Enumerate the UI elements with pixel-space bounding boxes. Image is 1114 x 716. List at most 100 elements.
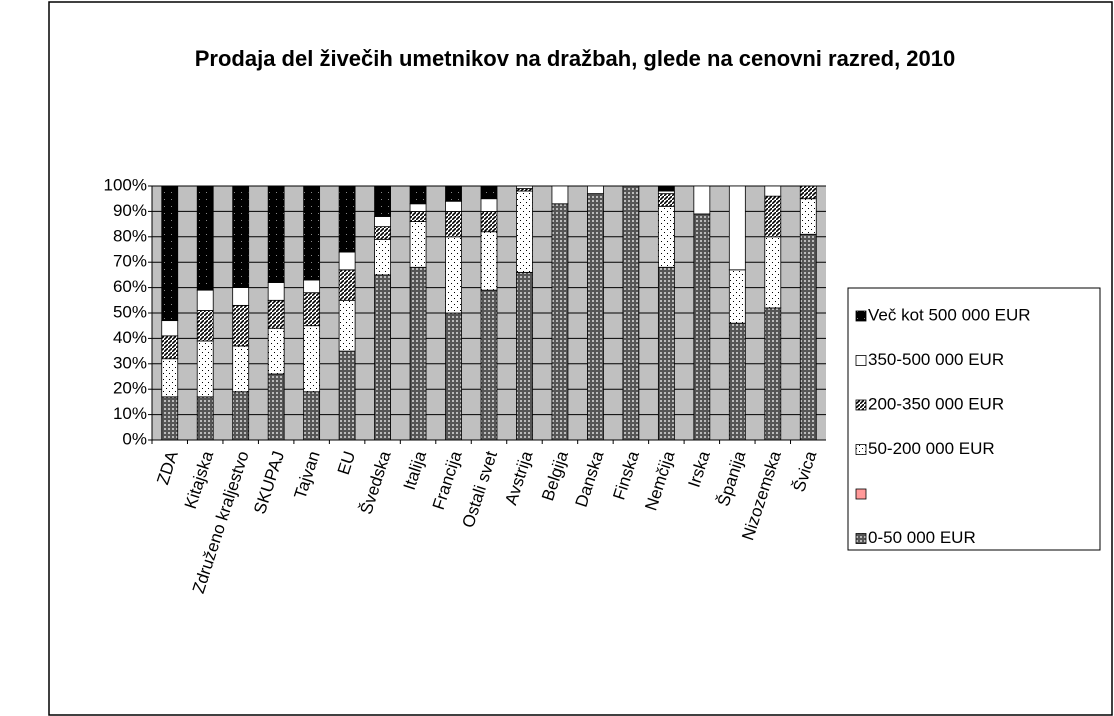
bar-segment — [409, 203, 427, 212]
y-tick-label: 50% — [113, 302, 147, 321]
bar-segment — [267, 327, 285, 375]
bar-segment — [196, 396, 214, 441]
bar-segment — [196, 310, 214, 342]
bar-segment — [445, 236, 462, 314]
bar-segment — [374, 216, 391, 228]
bar-segment — [232, 304, 250, 347]
y-tick-label: 90% — [113, 201, 147, 220]
legend-label: Več kot 500 000 EUR — [868, 305, 1031, 324]
bar-segment — [764, 185, 782, 197]
bar-segment — [764, 195, 782, 238]
bar-segment — [409, 210, 427, 222]
bar-segment — [161, 320, 179, 337]
bar-segment — [161, 358, 179, 398]
bar-segment — [480, 210, 498, 233]
y-tick-label: 60% — [113, 277, 147, 296]
legend-swatch — [855, 533, 867, 544]
bar-segment — [516, 190, 533, 273]
y-tick-label: 40% — [113, 328, 147, 347]
bar-segment — [161, 335, 179, 360]
bar-segment — [657, 193, 675, 207]
bar-segment — [799, 198, 817, 235]
bar-segment — [303, 292, 321, 327]
bar-segment — [338, 185, 356, 253]
bar-segment — [338, 299, 356, 352]
bar-segment — [232, 287, 250, 306]
bar-segment — [657, 205, 675, 268]
y-tick-label: 10% — [113, 404, 147, 423]
bar-segment — [622, 185, 640, 441]
y-tick-label: 20% — [113, 379, 147, 398]
legend-swatch — [855, 355, 867, 366]
bar-segment — [161, 396, 179, 441]
bar-segment — [374, 238, 391, 276]
bar-segment — [445, 200, 462, 212]
bar-segment — [267, 282, 285, 301]
legend-swatch — [855, 310, 867, 322]
bar-segment — [799, 233, 817, 441]
bar-segment — [338, 269, 356, 301]
bar-segment — [161, 185, 179, 322]
bar-segment — [480, 185, 498, 200]
bar-segment — [728, 269, 746, 324]
bar-segment — [303, 279, 321, 294]
bar-segment — [693, 213, 711, 441]
y-tick-label: 100% — [104, 175, 147, 194]
bar-segment — [516, 271, 533, 441]
bar-segment — [409, 266, 427, 441]
bar-segment — [374, 274, 391, 441]
legend-label: 0-50 000 EUR — [868, 528, 976, 547]
bar-segment — [445, 312, 462, 441]
bar-segment — [196, 185, 214, 291]
bar-segment — [303, 185, 321, 281]
legend-swatch — [855, 444, 867, 455]
bar-segment — [657, 266, 675, 441]
bar-segment — [480, 231, 498, 291]
bar-segment — [445, 185, 462, 202]
bar-segment — [587, 185, 604, 195]
legend-label: 50-200 000 EUR — [868, 439, 995, 458]
bar-segment — [196, 340, 214, 398]
bar-segment — [409, 185, 427, 205]
bar-segment — [232, 185, 250, 288]
bar-segment — [267, 373, 285, 441]
bar-segment — [338, 251, 356, 271]
legend-swatch — [855, 399, 867, 411]
bar-segment — [409, 221, 427, 268]
bar-segment — [445, 210, 462, 238]
legend-box — [847, 287, 1101, 551]
bar-segment — [303, 391, 321, 441]
bar-segment — [374, 226, 391, 240]
bar-segment — [232, 391, 250, 441]
bar-segment — [480, 289, 498, 441]
chart-title: Prodaja del živečih umetnikov na dražbah… — [194, 46, 956, 71]
bar-segment — [728, 185, 746, 271]
bar-segment — [196, 289, 214, 311]
bar-segment — [764, 307, 782, 441]
y-tick-label: 80% — [113, 226, 147, 245]
bar-segment — [267, 299, 285, 329]
bar-segment — [799, 185, 817, 200]
bar-segment — [374, 185, 391, 217]
bar-segment — [657, 185, 675, 192]
y-tick-label: 0% — [122, 429, 147, 448]
bar-segment — [693, 185, 711, 215]
y-tick-label: 70% — [113, 252, 147, 271]
bar-segment — [303, 325, 321, 393]
bar-segment — [728, 322, 746, 441]
bar-segment — [232, 345, 250, 393]
bar-segment — [587, 193, 604, 441]
legend-label: 350-500 000 EUR — [868, 350, 1004, 369]
bar-segment — [551, 203, 569, 441]
bar-segment — [764, 236, 782, 309]
bar-segment — [267, 185, 285, 283]
legend-label: 200-350 000 EUR — [868, 394, 1004, 413]
y-tick-label: 30% — [113, 353, 147, 372]
bar-segment — [338, 350, 356, 441]
legend-swatch — [855, 488, 867, 500]
bar-segment — [516, 185, 533, 189]
bar-segment — [480, 198, 498, 212]
bar-segment — [551, 185, 569, 205]
